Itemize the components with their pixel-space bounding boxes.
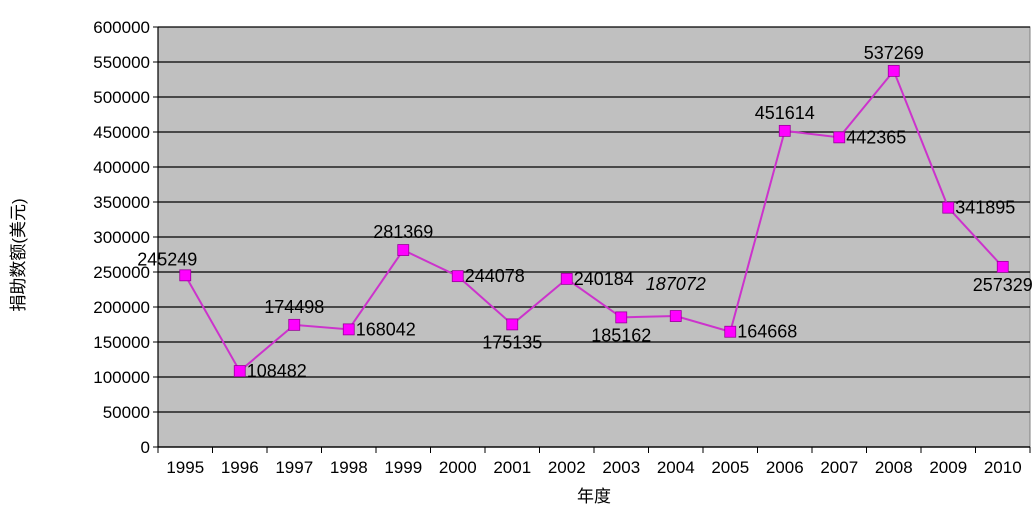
x-tick-label: 2007 [820,458,858,477]
x-tick-label: 2000 [439,458,477,477]
data-label: 442365 [846,127,906,147]
data-point-marker [342,323,355,336]
x-axis: 1995 1996 1997 1998 1999 2000 2001 2002 2003 2004… [157,446,1031,477]
y-tick-label: 250000 [93,263,150,282]
data-label: 174498 [264,297,324,317]
x-tick-label: 1995 [166,458,204,477]
x-tick-label: 1997 [275,458,313,477]
data-point-marker [451,270,464,283]
x-tick-label: 2006 [766,458,804,477]
data-point-marker [833,131,846,144]
data-label: 244078 [465,266,525,286]
y-tick-label: 400000 [93,158,150,177]
x-tick-label: 2008 [875,458,913,477]
x-tick-label: 2010 [984,458,1022,477]
data-label: 168042 [356,319,416,339]
data-point-marker [615,311,628,324]
y-tick-label: 600000 [93,18,150,37]
data-point-marker [887,65,900,77]
data-point-marker [942,201,955,214]
data-point-marker [996,260,1009,273]
data-point-marker [669,310,682,322]
data-label: 245249 [137,249,197,269]
data-point-marker [288,318,301,331]
x-tick-label: 2002 [548,458,586,477]
y-tick-label: 150000 [93,333,150,352]
x-tick-label: 2004 [657,458,695,477]
x-axis-title: 年度 [577,487,611,506]
x-tick-label: 2001 [493,458,531,477]
data-label: 164668 [737,322,797,342]
series-layer [179,65,1009,377]
y-tick-label: 300000 [93,228,150,247]
data-label: 537269 [864,43,924,63]
data-point-marker [179,269,192,282]
x-tick-label: 1999 [384,458,422,477]
data-label: 187072 [646,274,706,294]
x-tick-label: 2005 [711,458,749,477]
x-tick-label: 2003 [602,458,640,477]
y-axis: 0 50000 100000 150000 200000 250000 300000 3500… [93,18,159,457]
x-tick-label: 1998 [330,458,368,477]
x-tick-label: 2009 [929,458,967,477]
data-point-marker [506,318,519,331]
data-point-marker [778,124,791,137]
y-axis-title: 捐助数额(美元) [9,198,28,311]
y-tick-label: 500000 [93,88,150,107]
data-point-marker [724,325,737,338]
data-point-marker [397,244,410,256]
data-label: 281369 [373,222,433,242]
data-labels: 245249 108482 174498 168042 281369 244078 1751… [137,43,1033,381]
data-label: 257329 [973,275,1033,295]
series-line [184,68,1004,373]
y-tick-label: 0 [141,438,150,457]
data-label: 451614 [755,103,815,123]
data-label: 341895 [955,198,1015,218]
y-tick-label: 350000 [93,193,150,212]
data-label: 185162 [591,325,651,345]
data-label: 240184 [574,269,634,289]
y-tick-label: 50000 [103,403,150,422]
y-tick-label: 200000 [93,298,150,317]
y-tick-label: 550000 [93,53,150,72]
y-tick-label: 450000 [93,123,150,142]
data-point-marker [560,272,573,285]
data-label: 175135 [482,332,542,352]
y-tick-label: 100000 [93,368,150,387]
data-point-marker [233,365,246,377]
x-tick-label: 1996 [221,458,259,477]
data-label: 108482 [247,361,307,381]
